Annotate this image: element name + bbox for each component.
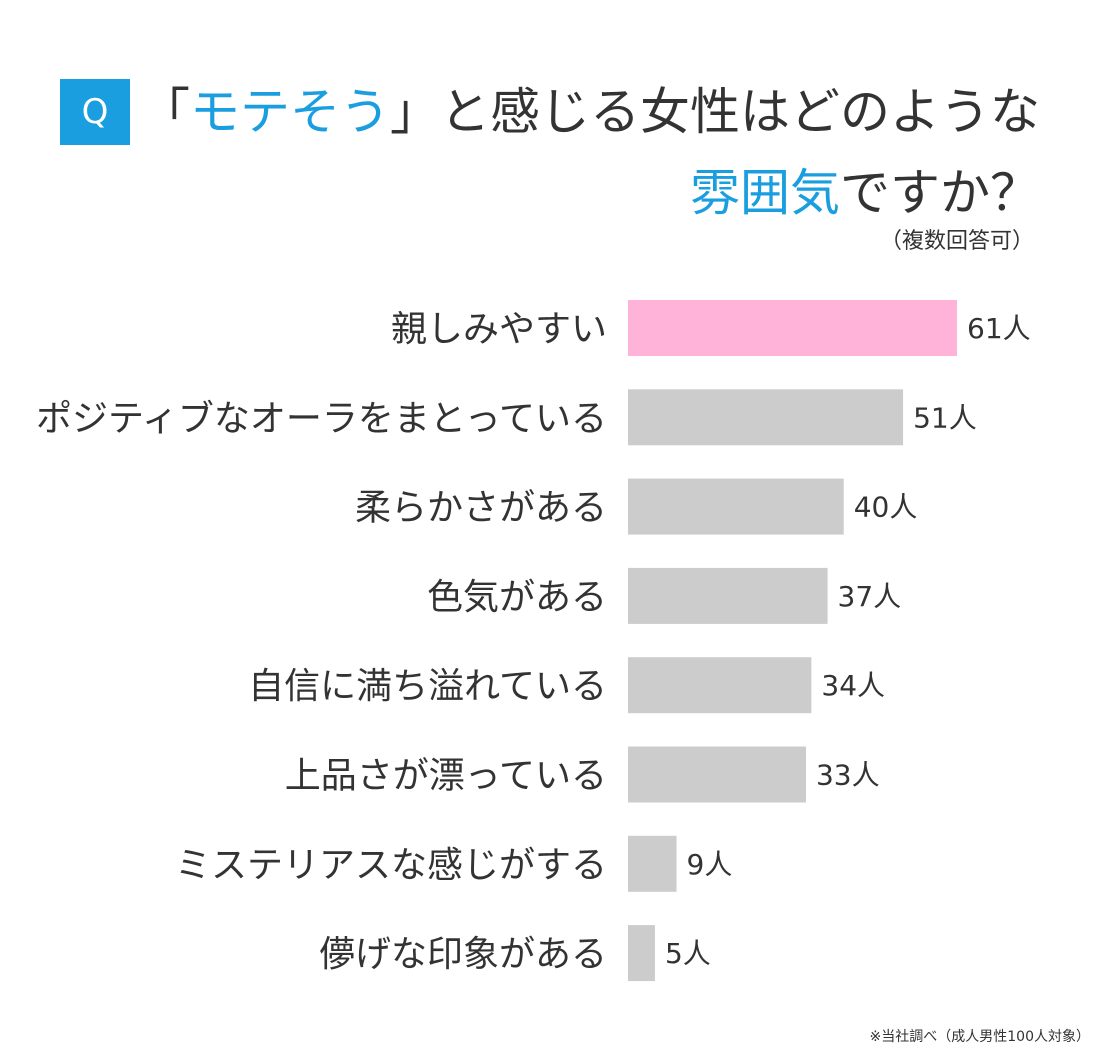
value-label: 51人 [913, 401, 977, 434]
bar [628, 746, 806, 803]
title-line2-rest: ですか？ [840, 164, 1040, 222]
category-label: 親しみやすい [391, 309, 607, 350]
question-title-line2: 雰囲気ですか？ [0, 163, 1040, 223]
category-label: 上品さが漂っている [285, 756, 607, 797]
bar [628, 835, 677, 892]
value-label: 40人 [854, 491, 918, 524]
category-label: 柔らかさがある [355, 488, 607, 529]
value-label: 9人 [687, 848, 733, 881]
bar [628, 925, 655, 982]
title-bracket-open: 「 [140, 83, 190, 141]
value-label: 34人 [821, 669, 885, 702]
question-badge: Q [60, 79, 130, 145]
value-label: 37人 [838, 580, 902, 613]
value-label: 33人 [816, 759, 880, 792]
category-label: ポジティブなオーラをまとっている [36, 398, 607, 439]
bar [628, 567, 828, 624]
title-highlight-mote: モテそう [190, 83, 390, 141]
bar [628, 300, 957, 356]
bar [628, 389, 904, 446]
category-label: 儚げな印象がある [319, 934, 607, 975]
survey-footnote: ※当社調べ（成人男性100人対象） [869, 1029, 1090, 1045]
multiple-answer-note: （複数回答可） [879, 229, 1034, 254]
title-line1-rest: 」と感じる女性はどのような [390, 83, 1040, 141]
value-label: 5人 [665, 937, 711, 970]
category-label: 色気がある [427, 577, 607, 618]
value-label: 61人 [967, 312, 1031, 345]
title-highlight-funiki: 雰囲気 [690, 164, 840, 222]
category-label: ミステリアスな感じがする [175, 845, 607, 886]
bar [628, 478, 844, 535]
category-label: 自信に満ち溢れている [248, 666, 607, 707]
bar [628, 657, 812, 714]
question-title-line1: 「モテそう」と感じる女性はどのような [0, 82, 1040, 142]
